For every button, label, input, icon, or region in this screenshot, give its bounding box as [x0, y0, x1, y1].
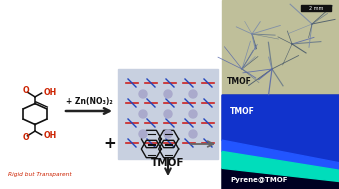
- Text: TMOF: TMOF: [227, 77, 252, 86]
- Circle shape: [139, 130, 147, 138]
- Polygon shape: [222, 151, 339, 181]
- Text: TMOF: TMOF: [151, 158, 185, 168]
- Polygon shape: [222, 95, 339, 163]
- Polygon shape: [222, 140, 339, 170]
- Text: 2 mm: 2 mm: [309, 5, 323, 11]
- Text: Pyrene@TMOF: Pyrene@TMOF: [230, 177, 287, 183]
- Circle shape: [189, 90, 197, 98]
- Circle shape: [164, 110, 172, 118]
- Bar: [222, 0, 339, 94]
- Bar: [118, 69, 218, 159]
- Circle shape: [139, 90, 147, 98]
- Bar: [301, 5, 331, 11]
- Text: O: O: [22, 86, 29, 95]
- Circle shape: [164, 130, 172, 138]
- Bar: [222, 95, 339, 189]
- Text: + Zn(NO₃)₂: + Zn(NO₃)₂: [66, 97, 112, 106]
- Circle shape: [139, 110, 147, 118]
- Circle shape: [189, 110, 197, 118]
- Text: OH: OH: [43, 131, 57, 140]
- Text: Rigid but Transparent: Rigid but Transparent: [8, 172, 72, 177]
- Polygon shape: [222, 168, 339, 189]
- Circle shape: [164, 90, 172, 98]
- Text: TMOF: TMOF: [230, 107, 255, 116]
- Text: O: O: [22, 133, 29, 142]
- Circle shape: [189, 130, 197, 138]
- Text: OH: OH: [43, 88, 57, 97]
- Text: +: +: [104, 136, 116, 152]
